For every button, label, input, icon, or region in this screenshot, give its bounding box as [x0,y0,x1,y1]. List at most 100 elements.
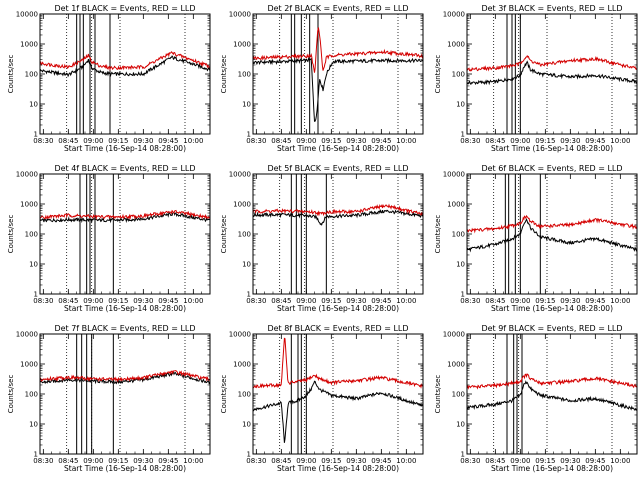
x-tick-label: 08:45 [58,297,78,305]
y-tick-label: 10 [242,421,251,429]
x-tick-label: 09:30 [346,137,366,145]
lld-series-line [40,370,210,383]
x-tick-label: 08:30 [33,457,53,465]
y-tick-label: 10 [242,101,251,109]
y-tick-label: 10000 [16,11,38,19]
x-tick-label: 08:30 [460,137,480,145]
y-tick-label: 1000 [233,41,251,49]
y-tick-label: 1000 [20,361,38,369]
y-tick-label: 1 [247,291,251,299]
y-axis-label: Counts/sec [7,55,15,94]
y-tick-label: 10000 [16,171,38,179]
plot-area [467,14,637,134]
events-series-line [467,380,637,412]
x-tick-label: 08:45 [58,137,78,145]
y-tick-label: 100 [25,71,38,79]
y-tick-label: 10000 [443,171,465,179]
x-tick-label: 08:30 [33,137,53,145]
plot-area [467,334,637,454]
x-tick-label: 08:45 [485,457,505,465]
plot-area [40,334,210,454]
x-tick-label: 09:15 [535,297,555,305]
x-tick-label: 08:45 [485,137,505,145]
x-axis-label: Start Time (16-Sep-14 08:28:00) [277,464,399,473]
y-axis-label: Counts/sec [7,375,15,414]
panel-9: 1 10 100 1000 10000 08:30 08:45 09:00 09:15 09:30… [434,324,638,473]
x-tick-label: 09:00 [510,297,530,305]
x-tick-label: 10:00 [396,297,416,305]
y-tick-label: 10 [242,261,251,269]
plot-frame [466,13,638,135]
lld-series-line [467,214,637,234]
panel-title: Det 3f BLACK = Events, RED = LLD [481,4,622,13]
y-tick-label: 10 [29,101,38,109]
y-tick-label: 1 [34,451,38,459]
panel-6: 1 10 100 1000 10000 08:30 08:45 09:00 09:15 09:30… [434,164,638,313]
x-tick-label: 09:45 [371,297,391,305]
plot-frame [39,333,211,455]
y-tick-label: 1000 [233,201,251,209]
x-tick-label: 09:15 [108,457,128,465]
y-tick-label: 10 [456,261,465,269]
x-tick-label: 09:00 [83,457,103,465]
y-tick-label: 10000 [229,331,251,339]
plot-area [467,174,637,294]
x-tick-label: 09:45 [371,457,391,465]
x-tick-label: 10:00 [183,457,203,465]
y-axis-label: Counts/sec [220,375,228,414]
x-tick-label: 10:00 [610,137,630,145]
x-axis-label: Start Time (16-Sep-14 08:28:00) [277,144,399,153]
plot-frame [252,13,424,135]
x-tick-label: 08:30 [246,297,266,305]
x-tick-label: 08:45 [271,137,291,145]
y-tick-label: 10 [29,261,38,269]
panel-title: Det 4f BLACK = Events, RED = LLD [54,164,195,173]
panel-title: Det 6f BLACK = Events, RED = LLD [481,164,622,173]
y-tick-label: 1 [461,291,465,299]
x-tick-label: 08:45 [485,297,505,305]
x-axis-label: Start Time (16-Sep-14 08:28:00) [277,304,399,313]
plot-frame [252,333,424,455]
x-tick-label: 09:45 [585,297,605,305]
x-tick-label: 09:30 [560,137,580,145]
x-tick-label: 09:30 [346,297,366,305]
y-tick-label: 1 [461,131,465,139]
y-axis-label: Counts/sec [220,215,228,254]
x-tick-label: 08:30 [246,137,266,145]
events-series-line [253,208,423,226]
plot-area [253,174,423,294]
x-tick-label: 10:00 [396,137,416,145]
plot-frame [252,173,424,295]
events-series-line [467,60,637,86]
panel-2: 1 10 100 1000 10000 08:30 08:45 09:00 09:15 09:30… [220,4,424,153]
y-tick-label: 10000 [443,331,465,339]
x-tick-label: 09:15 [321,457,341,465]
events-series-line [253,380,423,443]
panel-1: 1 10 100 1000 10000 08:30 08:45 09:00 09:15 09:30… [7,4,211,153]
y-tick-label: 100 [238,231,251,239]
x-axis-label: Start Time (16-Sep-14 08:28:00) [491,464,613,473]
x-tick-label: 09:15 [321,297,341,305]
x-tick-label: 10:00 [183,137,203,145]
x-axis-label: Start Time (16-Sep-14 08:28:00) [491,304,613,313]
x-tick-label: 08:30 [246,457,266,465]
y-tick-label: 1 [34,291,38,299]
y-tick-label: 10 [29,421,38,429]
x-tick-label: 09:30 [133,137,153,145]
panel-title: Det 8f BLACK = Events, RED = LLD [267,324,408,333]
y-tick-label: 1000 [233,361,251,369]
y-tick-label: 100 [452,391,465,399]
events-series-line [467,217,637,253]
x-tick-label: 08:30 [460,297,480,305]
x-axis-label: Start Time (16-Sep-14 08:28:00) [64,464,186,473]
panel-3: 1 10 100 1000 10000 08:30 08:45 09:00 09:15 09:30… [434,4,638,153]
y-tick-label: 1 [247,451,251,459]
y-axis-label: Counts/sec [7,215,15,254]
panel-5: 1 10 100 1000 10000 08:30 08:45 09:00 09:15 09:30… [220,164,424,313]
panel-title: Det 5f BLACK = Events, RED = LLD [267,164,408,173]
panel-7: 1 10 100 1000 10000 08:30 08:45 09:00 09:15 09:30… [7,324,211,473]
lld-series-line [40,51,210,72]
x-tick-label: 09:15 [108,137,128,145]
plot-area [253,334,423,454]
